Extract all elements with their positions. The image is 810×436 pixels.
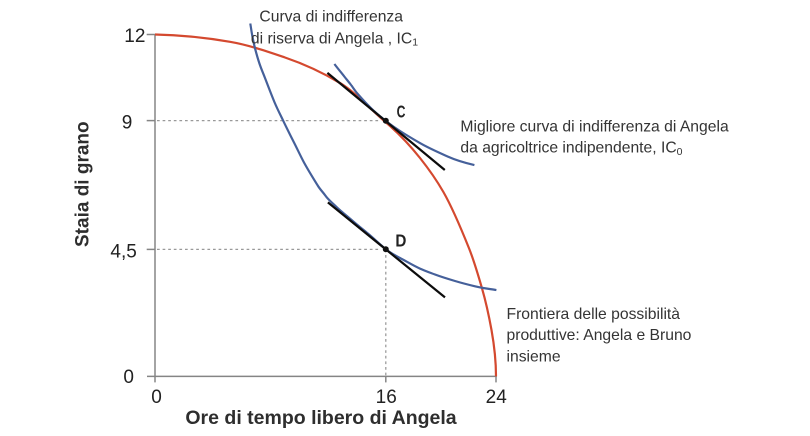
svg-text:insieme: insieme [507,348,561,365]
svg-text:12: 12 [124,26,145,47]
svg-text:Ore di tempo libero di Angela: Ore di tempo libero di Angela [185,407,456,429]
svg-text:Staia di grano: Staia di grano [73,121,94,247]
svg-text:Curva di indifferenza: Curva di indifferenza [259,8,403,25]
svg-text:Migliore curva di indifferenza: Migliore curva di indifferenza di Angela [460,118,729,135]
svg-text:di riserva di Angela , IC1: di riserva di Angela , IC1 [251,31,418,49]
svg-text:C: C [397,102,406,122]
svg-text:0: 0 [123,367,134,388]
svg-text:Frontiera delle possibilità: Frontiera delle possibilità [507,306,681,323]
svg-text:9: 9 [122,112,133,133]
svg-text:da agricoltrice indipendente,: da agricoltrice indipendente, IC0 [460,140,682,158]
svg-text:D: D [395,231,406,251]
svg-text:24: 24 [486,387,508,408]
svg-text:produttive: Angela e Bruno: produttive: Angela e Bruno [507,327,692,344]
svg-text:4,5: 4,5 [110,242,136,263]
svg-text:16: 16 [376,387,397,408]
svg-text:0: 0 [151,387,162,408]
